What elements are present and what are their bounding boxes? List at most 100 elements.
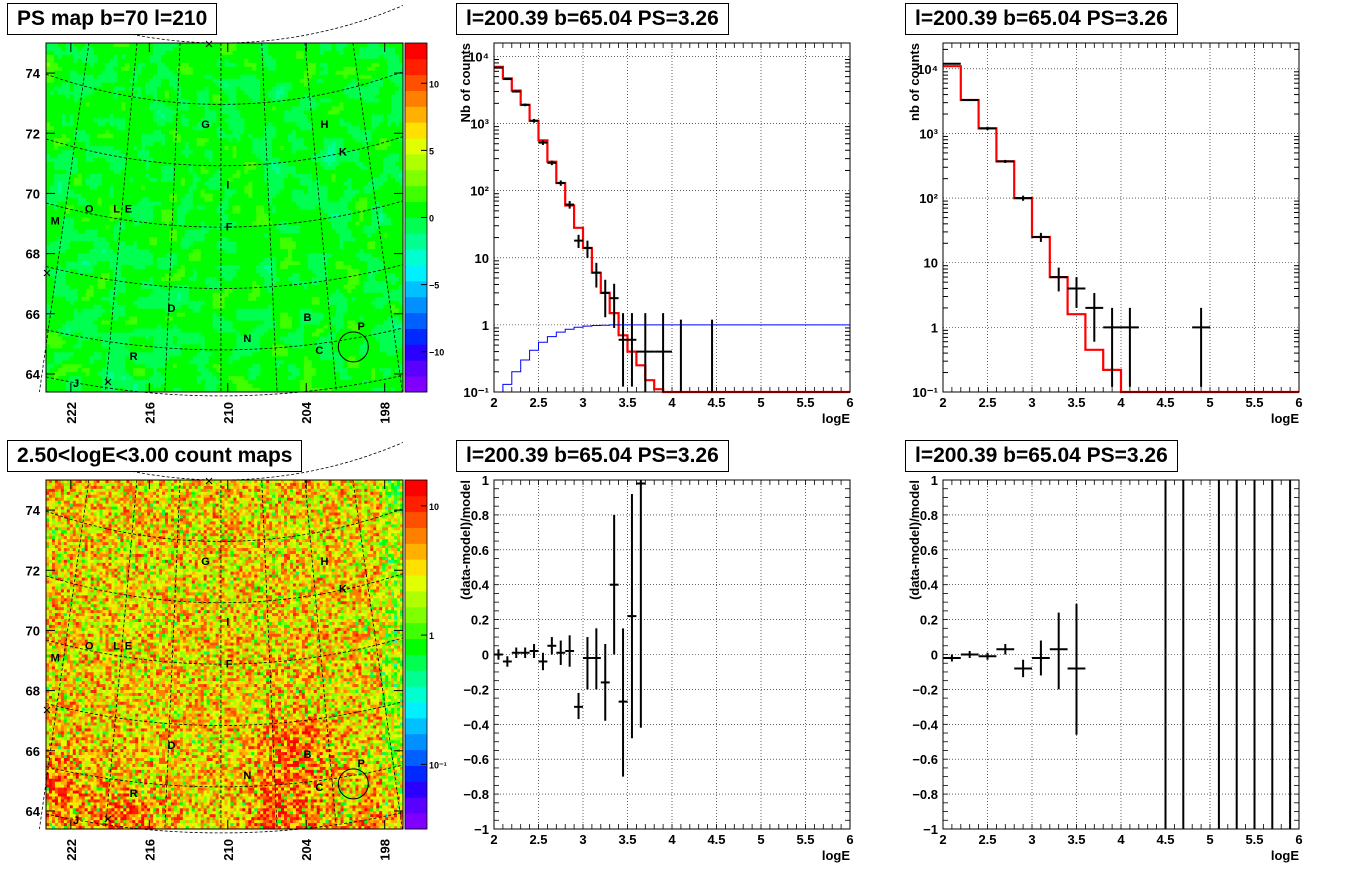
palette-swatch: [405, 296, 427, 314]
palette-tick-label: 0: [429, 214, 434, 224]
map-b-tick-label: 66: [26, 744, 40, 759]
palette-swatch: [405, 606, 427, 624]
x-tick-label: 5.5: [1245, 832, 1263, 847]
map-b-tick-label: 66: [26, 307, 40, 322]
data-point: [978, 652, 997, 660]
palette-swatch: [405, 654, 427, 671]
y-tick-label: 0.4: [920, 578, 939, 593]
map-source-label: P: [357, 321, 364, 333]
data-point: [1085, 293, 1104, 342]
palette-swatch: [405, 527, 427, 544]
residual-panel-1: 2 2.5 3 3.5 4 4.5 5 5.5 6 −1 −0.8 −0.6 −0.4 −0.2 0 0.2 0…: [450, 437, 900, 875]
y-axis-label: nb of counts: [907, 43, 922, 121]
map-source-label: G: [201, 119, 210, 131]
palette-tick-label: −10: [429, 348, 444, 358]
map-source-label: K: [339, 146, 347, 158]
residual-chart-2: 2 2.5 3 3.5 4 4.5 5 5.5 6 −1 −0.8 −0.6 −0.4 −0.2 0 0.2 0…: [907, 473, 1303, 863]
map-l-tick-label: 222: [64, 839, 79, 861]
x-tick-label: 3.5: [618, 395, 636, 410]
x-tick-label: 5: [1206, 395, 1213, 410]
spectrum-title-1: l=200.39 b=65.04 PS=3.26: [456, 3, 729, 35]
palette-swatch: [405, 638, 427, 655]
chart-frame: [493, 479, 851, 830]
data-point: [636, 480, 646, 728]
x-tick-label: 2.5: [978, 395, 996, 410]
map-l-tick-label: 204: [299, 401, 314, 423]
count-map-panel: 74 72 70 68 66 64 222 216 210 204 198 G H K I M O L E F D B P N…: [0, 437, 450, 875]
x-tick-label: 6: [1295, 832, 1302, 847]
spectrum-title-2: l=200.39 b=65.04 PS=3.26: [905, 3, 1178, 35]
y-axis-label: Nb of counts: [458, 43, 473, 122]
map-l-tick-label: 198: [378, 839, 393, 861]
x-tick-label: 2: [939, 832, 946, 847]
palette-swatch: [405, 169, 427, 187]
map-source-label: C: [315, 345, 323, 357]
map-circle-marker: [337, 768, 369, 800]
x-tick-label: 2.5: [978, 832, 996, 847]
data-point: [574, 234, 583, 248]
data-point: [574, 692, 583, 720]
map-source-label: L: [113, 640, 120, 652]
map-source-label: I: [226, 616, 229, 628]
palette-swatch: [405, 543, 427, 560]
map-source-label: R: [130, 351, 138, 363]
palette-swatch: [405, 797, 427, 814]
x-tick-label: 4.5: [1156, 395, 1174, 410]
palette-swatch: [405, 312, 427, 329]
data-point: [1103, 307, 1121, 387]
data-point: [618, 628, 628, 777]
data-point: [591, 628, 601, 690]
x-tick-label: 6: [846, 832, 853, 847]
data-point: [556, 180, 566, 186]
efficiency-step-line: [494, 324, 850, 393]
data-point: [1121, 307, 1139, 387]
data-point: [494, 66, 503, 69]
map-cross-marker: [205, 40, 213, 48]
ps-map: 74 72 70 68 66 64 222 216 210 204 198 G H K I M O L E F D B P N…: [26, 5, 444, 424]
map-source-label: E: [125, 203, 132, 215]
x-axis-label: logE: [1271, 848, 1299, 863]
y-tick-label: 0.8: [920, 508, 938, 523]
map-graticule: [39, 442, 404, 834]
palette-swatch: [405, 185, 427, 203]
x-tick-label: 3: [579, 832, 586, 847]
y-tick-label: 10⁴: [917, 62, 938, 77]
map-b-tick-label: 72: [26, 126, 40, 141]
data-point: [1192, 307, 1210, 387]
map-l-tick-label: 216: [142, 839, 157, 861]
x-tick-label: 4.5: [707, 832, 725, 847]
y-tick-label: −0.8: [463, 787, 489, 802]
y-tick-label: −0.6: [912, 752, 938, 767]
data-point: [1032, 232, 1050, 242]
palette-swatch: [405, 233, 427, 250]
chart-grid: [942, 479, 1300, 830]
palette-swatch: [405, 58, 427, 76]
palette-swatch: [405, 575, 427, 592]
spectrum-panel-2: 2 2.5 3 3.5 4 4.5 5 5.5 6 10⁻¹ 1 10 10² 10³ 10⁴ logE nb …: [899, 0, 1348, 437]
y-tick-label: 10³: [919, 126, 938, 141]
map-l-tick-label: 210: [221, 402, 236, 424]
data-point: [538, 652, 548, 671]
data-point: [996, 159, 1015, 163]
data-point: [943, 654, 961, 662]
map-source-label: D: [168, 303, 176, 315]
map-l-tick-label: 210: [221, 839, 236, 861]
palette-swatch: [405, 74, 427, 91]
map-b-tick-label: 70: [26, 623, 40, 638]
data-point: [520, 103, 530, 107]
map-b-tick-label: 68: [26, 684, 40, 699]
y-tick-label: 1: [931, 320, 938, 335]
data-point: [654, 313, 672, 392]
data-point: [529, 644, 539, 658]
map-b-tick-label: 74: [26, 503, 41, 518]
map-b-tick-label: 64: [26, 804, 41, 819]
data-point: [502, 656, 512, 667]
data-point: [583, 240, 592, 258]
map-source-label: J: [73, 378, 79, 390]
data-point: [494, 649, 503, 660]
palette-tick-label: −5: [429, 281, 439, 291]
data-point: [1067, 277, 1086, 308]
x-axis-label: logE: [1271, 411, 1299, 426]
y-tick-label: −0.4: [463, 717, 489, 732]
x-tick-label: 6: [846, 395, 853, 410]
